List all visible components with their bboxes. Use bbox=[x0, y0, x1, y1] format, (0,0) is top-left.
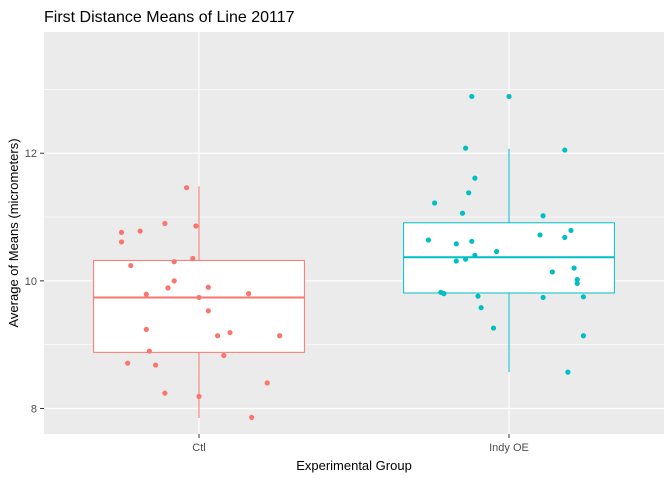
data-point bbox=[463, 145, 469, 151]
y-tick-label: 12 bbox=[25, 148, 37, 160]
data-point bbox=[425, 237, 431, 243]
data-point bbox=[463, 256, 469, 262]
data-point bbox=[540, 294, 546, 301]
data-point bbox=[128, 262, 134, 269]
data-point bbox=[494, 248, 500, 255]
data-point bbox=[264, 380, 270, 386]
chart-title: First Distance Means of Line 20117 bbox=[44, 9, 295, 26]
data-point bbox=[580, 294, 587, 300]
data-point bbox=[137, 228, 143, 234]
y-tick-label: 10 bbox=[25, 276, 37, 288]
data-point bbox=[246, 291, 252, 297]
y-axis-ticks: 8 10 12 bbox=[25, 148, 44, 415]
data-point bbox=[549, 269, 556, 275]
data-point bbox=[453, 258, 459, 264]
data-point bbox=[215, 333, 221, 339]
data-point bbox=[472, 252, 478, 258]
data-point bbox=[469, 93, 475, 100]
data-point bbox=[571, 265, 577, 271]
box-ctl bbox=[93, 186, 305, 419]
data-point bbox=[432, 200, 438, 206]
data-point bbox=[562, 234, 568, 241]
data-point bbox=[184, 185, 190, 191]
data-point bbox=[205, 308, 211, 314]
data-point bbox=[153, 362, 159, 368]
data-point bbox=[146, 348, 152, 354]
data-point bbox=[165, 285, 171, 291]
data-point bbox=[537, 232, 543, 238]
data-point bbox=[277, 333, 283, 339]
data-point bbox=[118, 239, 125, 245]
data-point bbox=[190, 255, 196, 262]
data-point bbox=[574, 276, 580, 283]
x-axis-title: Experimental Group bbox=[296, 458, 412, 473]
x-axis-ticks: Ctl Indy OE bbox=[192, 434, 529, 454]
data-point bbox=[205, 284, 211, 290]
data-point bbox=[565, 369, 571, 375]
data-point bbox=[118, 229, 125, 235]
data-point bbox=[221, 352, 227, 359]
y-axis-title: Average of Means (micrometers) bbox=[6, 138, 21, 327]
box-indy-oe bbox=[403, 148, 615, 373]
x-tick-label: Indy OE bbox=[489, 442, 529, 454]
data-point bbox=[466, 190, 472, 196]
boxes bbox=[93, 148, 615, 419]
data-point bbox=[162, 220, 168, 227]
data-point bbox=[568, 227, 574, 234]
data-point bbox=[459, 210, 466, 216]
data-point bbox=[562, 147, 568, 153]
iqr-box bbox=[93, 259, 305, 353]
y-tick-label: 8 bbox=[31, 403, 37, 415]
data-point bbox=[574, 280, 580, 287]
data-point bbox=[193, 223, 199, 229]
data-point bbox=[143, 326, 149, 332]
data-point bbox=[249, 414, 255, 421]
data-point bbox=[506, 93, 512, 100]
data-point bbox=[196, 294, 202, 301]
data-point bbox=[162, 390, 168, 396]
data-point bbox=[196, 393, 202, 399]
data-point bbox=[490, 325, 497, 331]
data-point bbox=[171, 278, 177, 284]
data-point bbox=[453, 241, 459, 247]
data-point bbox=[478, 305, 484, 311]
data-point bbox=[143, 291, 149, 297]
data-point bbox=[472, 175, 478, 181]
data-point bbox=[441, 291, 447, 297]
data-point bbox=[171, 259, 177, 265]
data-point bbox=[580, 333, 587, 339]
data-point bbox=[125, 360, 131, 366]
data-point bbox=[540, 213, 546, 219]
data-point bbox=[227, 329, 233, 336]
jitter-points bbox=[118, 93, 587, 421]
data-point bbox=[475, 293, 481, 299]
data-point bbox=[469, 238, 475, 244]
x-tick-label: Ctl bbox=[192, 442, 205, 454]
